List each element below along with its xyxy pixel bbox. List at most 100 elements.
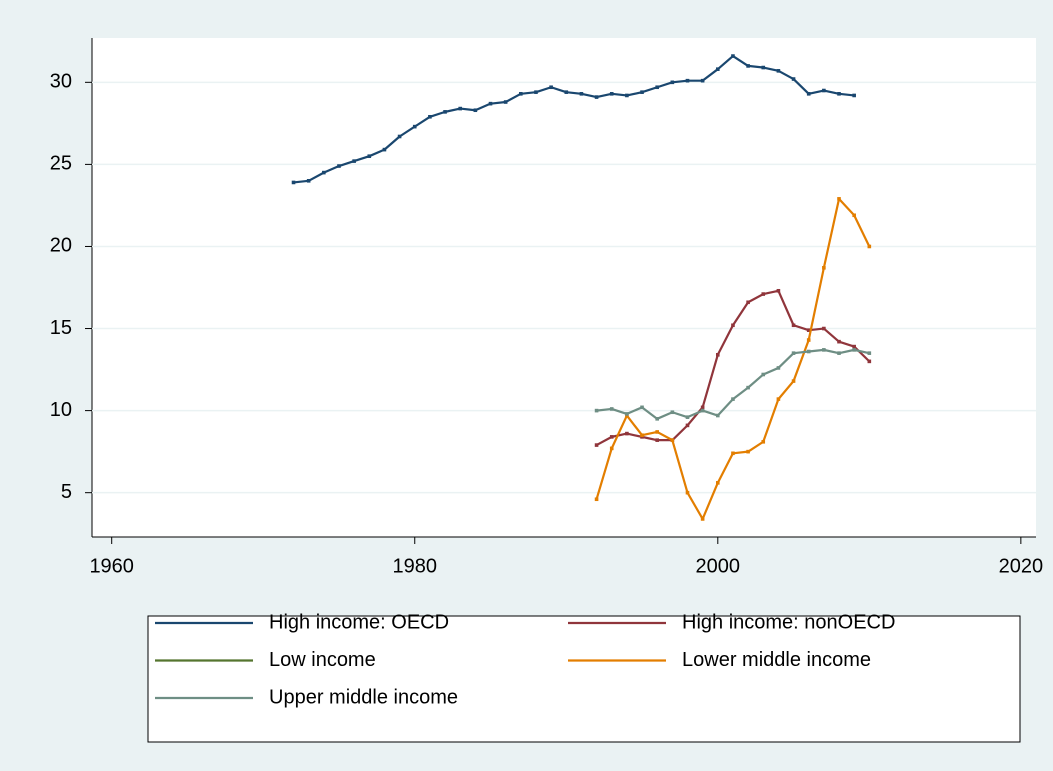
point: [837, 339, 841, 344]
x-tick-label: 1960: [89, 555, 134, 577]
point: [822, 88, 826, 93]
point: [640, 405, 644, 410]
point: [549, 85, 553, 90]
point: [746, 385, 750, 390]
point: [473, 108, 478, 113]
x-tick-label: 2020: [999, 555, 1044, 577]
point: [731, 397, 735, 401]
point: [715, 352, 720, 357]
point: [534, 90, 538, 94]
point: [397, 134, 402, 139]
point: [731, 451, 735, 456]
y-tick-label: 25: [50, 153, 72, 175]
plot-area: [92, 38, 1036, 537]
point: [670, 410, 675, 415]
point: [715, 413, 720, 418]
point: [852, 213, 856, 218]
point: [715, 67, 720, 71]
point: [867, 244, 872, 249]
point: [367, 154, 372, 158]
point: [322, 170, 326, 175]
y-tick-label: 20: [50, 235, 72, 257]
point: [791, 379, 796, 383]
point: [700, 405, 705, 410]
point: [806, 328, 811, 332]
point: [306, 179, 311, 183]
legend-label: Lower middle income: [682, 649, 871, 671]
point: [609, 446, 614, 451]
point: [806, 349, 811, 354]
point: [655, 430, 659, 434]
point: [655, 417, 659, 421]
point: [625, 431, 629, 436]
point: [700, 78, 705, 83]
point: [746, 449, 750, 454]
point: [776, 288, 781, 293]
point: [806, 338, 811, 342]
point: [761, 372, 766, 377]
y-tick-label: 10: [50, 399, 72, 421]
point: [806, 92, 811, 96]
y-tick-label: 15: [50, 317, 72, 339]
point: [670, 438, 675, 442]
point: [776, 366, 781, 370]
point: [867, 351, 872, 355]
legend: [147, 615, 1021, 743]
point: [822, 266, 826, 270]
point: [594, 408, 599, 413]
point: [594, 443, 599, 447]
point: [685, 415, 690, 419]
point: [412, 124, 417, 129]
point: [852, 348, 856, 352]
point: [700, 408, 705, 413]
point: [837, 351, 841, 355]
point: [761, 65, 766, 70]
legend-label: High income: OECD: [269, 611, 449, 633]
point: [685, 78, 690, 83]
x-tick-label: 2000: [696, 555, 741, 577]
point: [609, 435, 614, 439]
point: [685, 490, 690, 495]
point: [655, 85, 659, 90]
point: [625, 93, 629, 98]
point: [443, 110, 447, 114]
point: [761, 292, 766, 296]
point: [731, 323, 735, 328]
point: [594, 497, 599, 502]
series-line: [293, 54, 855, 184]
legend-label: Low income: [269, 649, 376, 671]
point: [609, 92, 614, 96]
point: [746, 64, 750, 68]
point: [519, 92, 523, 96]
point: [822, 326, 826, 331]
y-tick-label: 30: [50, 71, 72, 93]
point: [579, 92, 584, 96]
point: [564, 90, 569, 94]
point: [382, 147, 387, 152]
point: [337, 164, 341, 168]
point: [822, 348, 826, 352]
point: [291, 180, 296, 185]
point: [488, 101, 493, 106]
point: [852, 344, 856, 349]
point: [731, 54, 735, 58]
point: [458, 106, 463, 111]
point: [837, 197, 841, 201]
y-tick-label: 5: [61, 481, 72, 503]
point: [852, 93, 856, 98]
point: [685, 423, 690, 428]
point: [791, 323, 796, 328]
point: [776, 69, 781, 73]
point: [867, 359, 872, 364]
legend-label: Upper middle income: [269, 686, 458, 708]
point: [503, 100, 508, 104]
point: [670, 80, 675, 85]
legend-label: High income: nonOECD: [682, 611, 895, 633]
point: [352, 159, 356, 163]
point: [791, 77, 796, 81]
point: [791, 351, 796, 355]
point: [776, 397, 781, 401]
point: [609, 407, 614, 411]
point: [594, 95, 599, 99]
